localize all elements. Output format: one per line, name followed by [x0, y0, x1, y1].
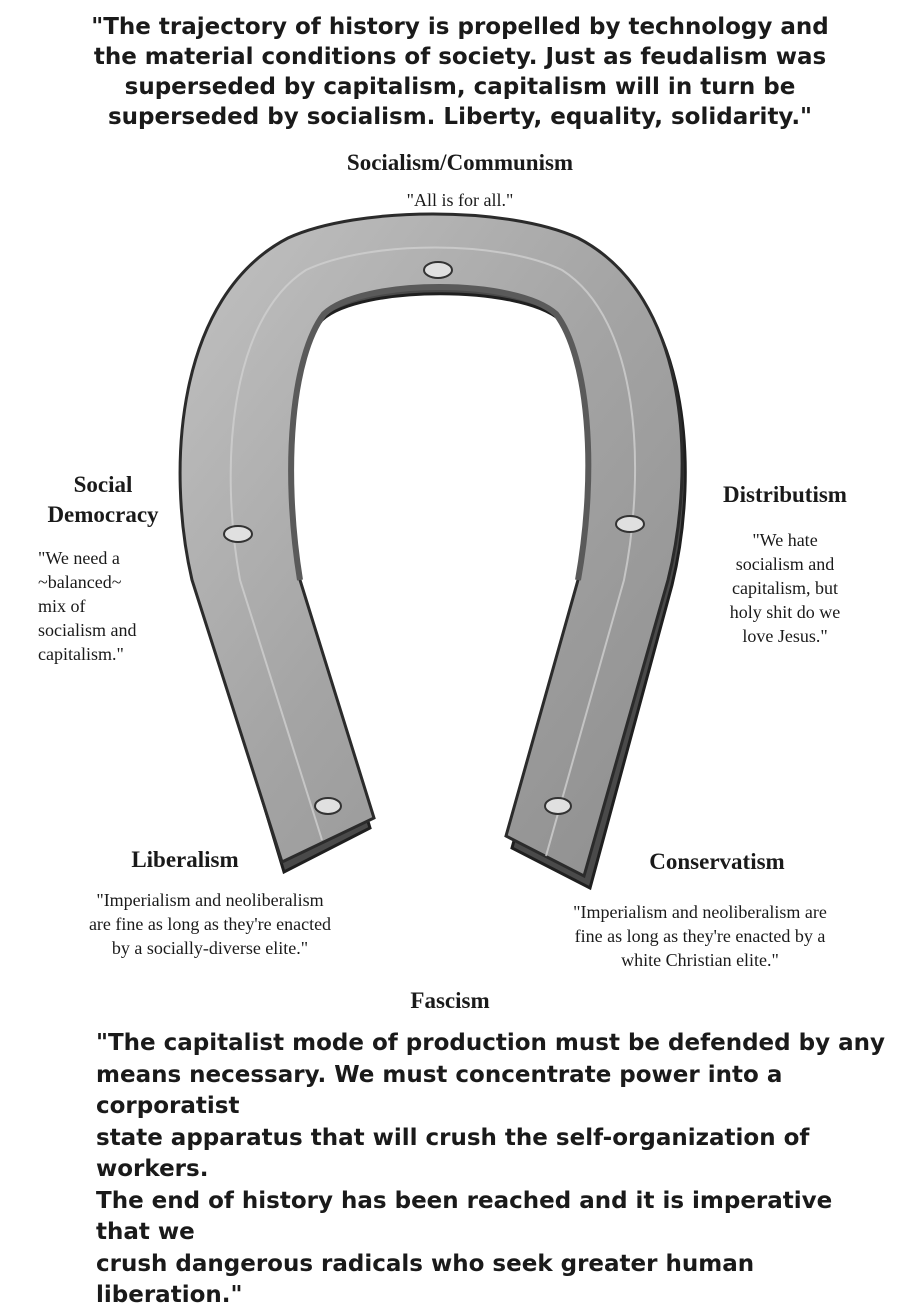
quote-conservatism: "Imperialism and neoliberalism are fine … [573, 902, 827, 970]
quote-socialism-communism: "All is for all." [406, 190, 514, 210]
quote-liberalism: "Imperialism and neoliberalism are fine … [88, 890, 332, 958]
nail-hole-bottom-left [314, 797, 342, 815]
nail-hole-left [223, 525, 253, 543]
nail-hole-right [615, 515, 645, 533]
quote-fascism: "The capitalist mode of production must … [96, 1030, 885, 1308]
horseshoe-inner-rim [288, 284, 592, 581]
top-quote: "The trajectory of history is propelled … [91, 14, 829, 130]
nail-hole-top [423, 261, 453, 279]
nail-hole-bottom-right [544, 797, 572, 815]
heading-conservatism: Conservatism [649, 849, 785, 874]
horseshoe-face [178, 212, 684, 879]
heading-socialism-communism: Socialism/Communism [346, 150, 574, 175]
heading-distributism: Distributism [723, 482, 847, 507]
heading-liberalism: Liberalism [131, 847, 239, 872]
horseshoe-groove [229, 246, 637, 857]
horseshoe-icon [178, 212, 687, 891]
heading-fascism: Fascism [410, 988, 490, 1013]
quote-social-democracy: "We need a ~balanced~ mix of socialism a… [38, 548, 137, 664]
heading-social-democracy: Social Democracy [47, 472, 159, 527]
quote-distributism: "We hate socialism and capitalism, but h… [729, 530, 841, 646]
